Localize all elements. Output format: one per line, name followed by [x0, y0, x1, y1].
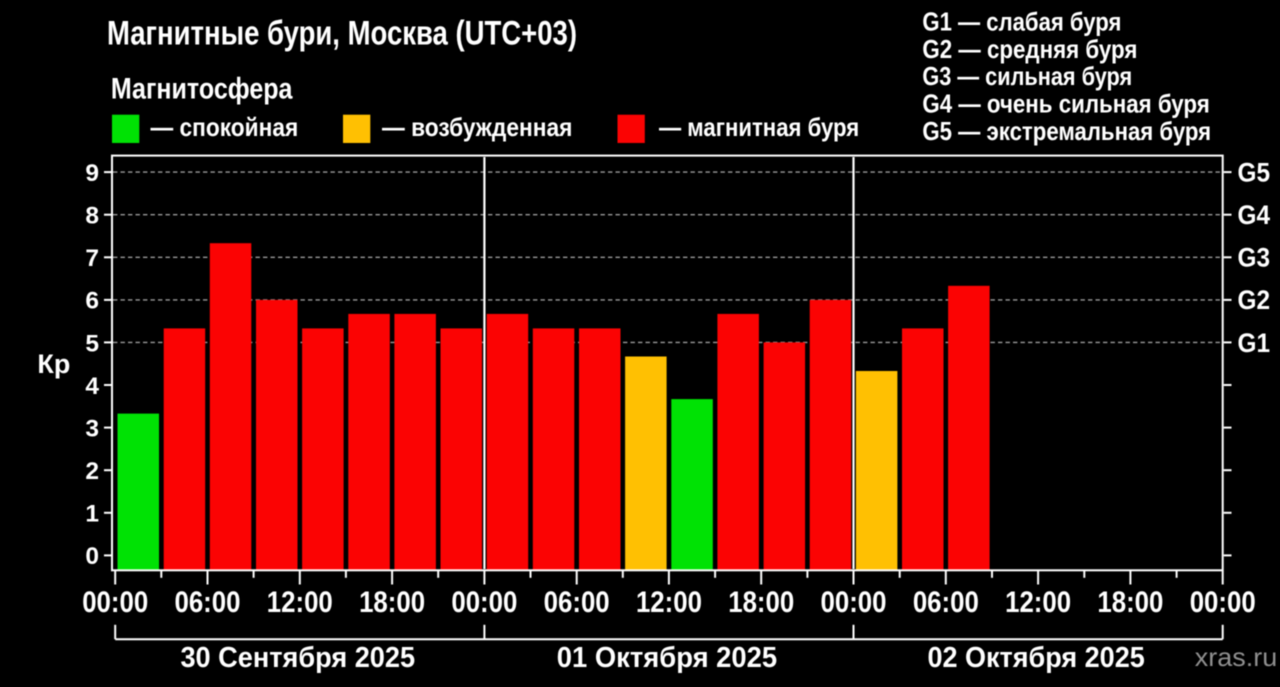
svg-text:G1 — слабая буря: G1 — слабая буря [922, 6, 1121, 36]
svg-text:8: 8 [85, 202, 99, 229]
svg-text:18:00: 18:00 [728, 586, 794, 619]
svg-text:3: 3 [85, 415, 99, 442]
svg-text:06:00: 06:00 [544, 586, 610, 619]
svg-text:7: 7 [85, 245, 99, 272]
svg-text:6: 6 [85, 288, 99, 315]
svg-text:18:00: 18:00 [359, 586, 425, 619]
svg-text:02 Октября 2025: 02 Октября 2025 [927, 642, 1144, 674]
svg-text:G4: G4 [1238, 200, 1271, 230]
svg-text:G5 — экстремальная буря: G5 — экстремальная буря [922, 116, 1211, 146]
svg-text:00:00: 00:00 [451, 586, 517, 619]
svg-text:— магнитная буря: — магнитная буря [659, 112, 859, 142]
svg-text:Кр: Кр [37, 349, 70, 379]
svg-text:G2 — средняя буря: G2 — средняя буря [922, 34, 1137, 64]
svg-text:G2: G2 [1238, 285, 1271, 315]
svg-text:12:00: 12:00 [1005, 586, 1071, 619]
svg-text:06:00: 06:00 [174, 586, 240, 619]
svg-text:5: 5 [85, 330, 99, 357]
svg-text:00:00: 00:00 [821, 586, 887, 619]
svg-text:— возбужденная: — возбужденная [382, 112, 572, 142]
svg-text:00:00: 00:00 [1190, 586, 1256, 619]
svg-text:G1: G1 [1238, 328, 1271, 358]
svg-text:G3: G3 [1238, 243, 1271, 273]
svg-text:2: 2 [85, 458, 99, 485]
svg-text:18:00: 18:00 [1097, 586, 1163, 619]
svg-text:30 Сентября 2025: 30 Сентября 2025 [180, 642, 415, 674]
svg-text:12:00: 12:00 [267, 586, 333, 619]
svg-text:0: 0 [85, 543, 99, 570]
svg-text:9: 9 [85, 160, 99, 187]
svg-text:12:00: 12:00 [636, 586, 702, 619]
svg-text:G4 — очень сильная буря: G4 — очень сильная буря [922, 89, 1209, 119]
svg-text:G5: G5 [1238, 157, 1271, 187]
svg-text:Магнитные бури, Москва (UTC+03: Магнитные бури, Москва (UTC+03) [107, 15, 577, 53]
svg-text:G3 — сильная буря: G3 — сильная буря [922, 61, 1132, 91]
svg-text:1: 1 [85, 501, 99, 528]
svg-text:4: 4 [85, 373, 99, 400]
svg-text:00:00: 00:00 [82, 586, 148, 619]
svg-text:xras.ru: xras.ru [1195, 642, 1278, 672]
svg-text:01 Октября 2025: 01 Октября 2025 [557, 642, 777, 674]
svg-text:— спокойная: — спокойная [151, 112, 299, 142]
svg-text:Магнитосфера: Магнитосфера [111, 73, 293, 106]
svg-text:06:00: 06:00 [913, 586, 979, 619]
